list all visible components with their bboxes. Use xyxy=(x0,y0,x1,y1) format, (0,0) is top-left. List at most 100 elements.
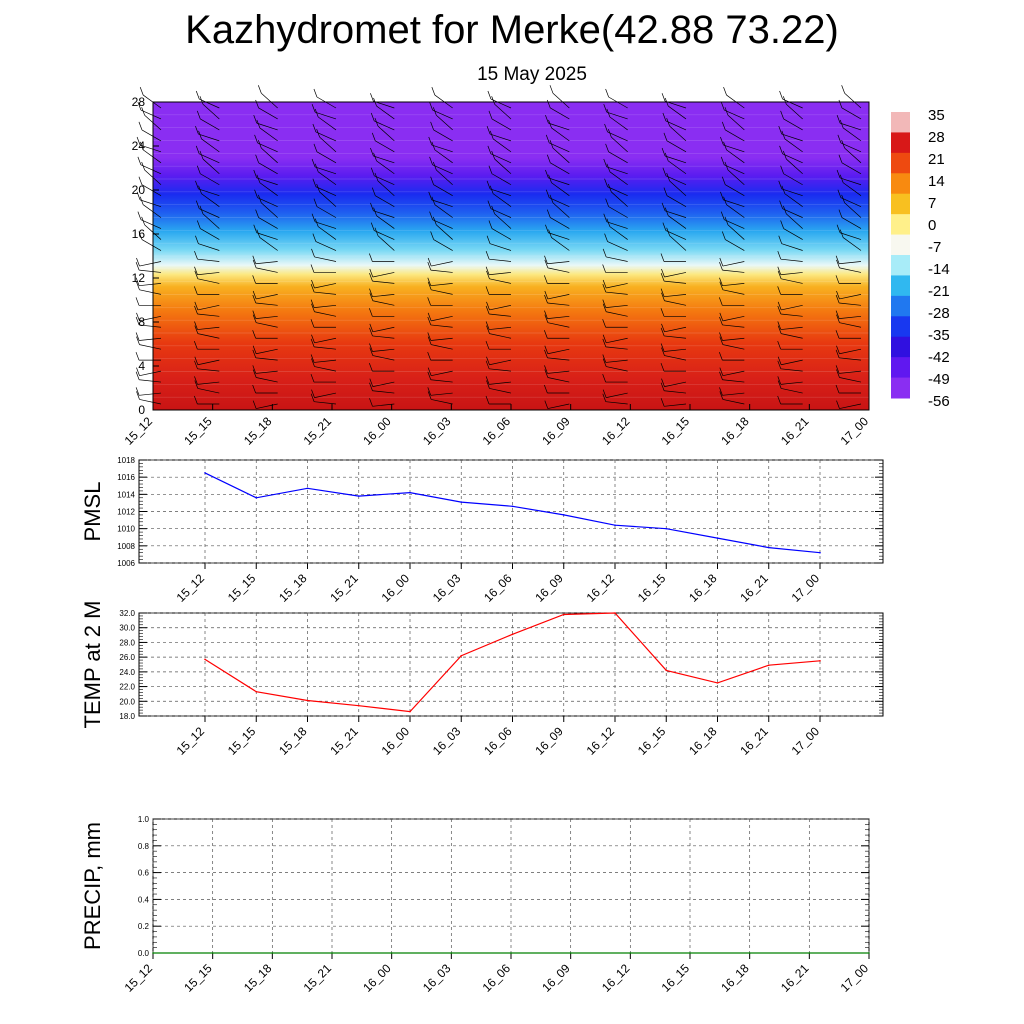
wind-barb-flag xyxy=(252,259,257,268)
x-tick-label: 15_12 xyxy=(174,571,208,605)
wind-barb xyxy=(139,144,162,153)
x-tick-label: 15_21 xyxy=(301,961,335,995)
wind-barb xyxy=(606,221,628,229)
wind-barb xyxy=(375,140,395,153)
wind-barb-flag xyxy=(836,169,841,179)
y-tick-label: 1.0 xyxy=(138,815,150,824)
wind-barb-flag xyxy=(835,275,840,284)
wind-barb xyxy=(314,401,337,405)
wind-barb xyxy=(201,193,220,207)
wind-barb xyxy=(314,111,337,120)
data-point xyxy=(808,952,811,954)
wind-barb-flag xyxy=(371,187,376,196)
wind-barb-flag xyxy=(602,338,607,348)
x-tick-label: 15_15 xyxy=(225,724,259,758)
wind-barb xyxy=(489,359,512,366)
wind-barb-flag xyxy=(777,321,782,330)
y-tick-label: 18.0 xyxy=(119,712,135,721)
wind-barb xyxy=(431,261,453,267)
wind-barb xyxy=(430,324,453,328)
wind-barb xyxy=(314,291,337,295)
wind-barb-flag xyxy=(311,389,315,398)
wind-barb xyxy=(317,116,337,131)
y-tick-label: 22.0 xyxy=(119,683,135,692)
wind-barb-flag xyxy=(312,123,317,133)
wind-barb-flag xyxy=(602,389,607,398)
wind-barb xyxy=(722,324,745,328)
wind-barb-flag xyxy=(719,336,724,345)
wind-barb xyxy=(605,346,628,350)
wind-barb xyxy=(314,166,337,175)
wind-barb xyxy=(781,304,803,311)
wind-barb xyxy=(550,107,570,120)
wind-barb xyxy=(665,230,687,240)
x-tick-label: 15_12 xyxy=(174,724,208,758)
wind-barb-flag xyxy=(660,288,665,297)
wind-barb xyxy=(372,272,395,278)
wind-barb-flag xyxy=(545,115,549,124)
wind-barb xyxy=(256,122,278,131)
wind-barb-flag xyxy=(662,222,667,231)
wind-barb xyxy=(431,370,453,377)
wind-barb-flag xyxy=(195,235,199,244)
wind-barb-flag xyxy=(661,147,666,157)
wind-barb xyxy=(666,140,687,153)
wind-barb xyxy=(142,94,162,109)
wind-barb-flag xyxy=(721,231,726,240)
wind-barb xyxy=(783,173,803,186)
wind-barb xyxy=(722,261,745,267)
wind-barb xyxy=(781,243,803,251)
wind-barb-flag xyxy=(719,257,724,267)
wind-barb-flag xyxy=(838,209,843,218)
x-tick-label: 16_18 xyxy=(718,961,752,995)
colorbar-swatch xyxy=(891,234,910,256)
wind-barb xyxy=(376,215,395,229)
wind-barb-flag xyxy=(777,270,782,279)
wind-barb xyxy=(314,392,337,398)
y-tick-label: 4 xyxy=(138,359,145,373)
wind-barb xyxy=(548,232,570,240)
colorbar-swatch xyxy=(891,336,910,358)
wind-barb xyxy=(606,366,628,372)
wind-barb xyxy=(258,107,278,120)
wind-barb xyxy=(665,120,687,131)
x-tick-label: 16_03 xyxy=(430,571,464,605)
wind-barb-flag xyxy=(602,358,607,367)
wind-barb xyxy=(436,224,453,240)
wind-barb-flag xyxy=(485,321,490,330)
x-tick-label: 16_06 xyxy=(481,571,515,605)
wind-barb xyxy=(436,114,453,131)
wind-barb-flag xyxy=(312,233,317,242)
wind-barb xyxy=(842,182,862,196)
wind-barb xyxy=(839,377,862,383)
wind-barb xyxy=(608,151,628,164)
wind-barb xyxy=(726,149,745,164)
x-tick-label: 16_15 xyxy=(635,571,669,605)
wind-barb-flag xyxy=(196,220,201,229)
wind-barb-flag xyxy=(719,312,724,321)
chart-date: 15 May 2025 xyxy=(477,64,587,85)
wind-barb xyxy=(261,202,278,218)
wind-barb-flag xyxy=(429,101,433,111)
wind-barb xyxy=(372,390,395,394)
y-tick-label: 30.0 xyxy=(119,624,135,633)
y-tick-label: 0.4 xyxy=(138,895,150,904)
data-point xyxy=(562,613,565,616)
wind-barb-flag xyxy=(602,279,607,289)
wind-barb xyxy=(198,133,220,142)
wind-barb-flag xyxy=(369,308,373,317)
y-tick-label: 0 xyxy=(138,403,145,417)
wind-barb-flag xyxy=(779,90,783,100)
temperature-field xyxy=(153,102,869,410)
wind-barb-flag xyxy=(836,345,840,354)
wind-barb-flag xyxy=(488,165,493,174)
wind-barb xyxy=(261,93,278,109)
wind-barb xyxy=(372,355,395,361)
wind-barb-flag xyxy=(485,341,490,350)
wind-barb-flag xyxy=(544,310,548,319)
data-point xyxy=(689,952,691,954)
wind-barb xyxy=(550,162,570,175)
wind-barb xyxy=(611,136,628,153)
wind-barb-flag xyxy=(660,362,665,372)
colorbar-label: -49 xyxy=(928,371,950,388)
